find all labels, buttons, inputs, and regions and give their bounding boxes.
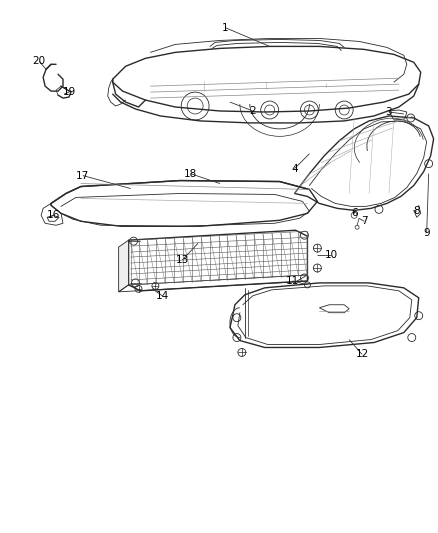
Text: 17: 17 bbox=[76, 171, 89, 181]
Text: 19: 19 bbox=[62, 87, 76, 97]
Text: 11: 11 bbox=[286, 276, 299, 286]
Text: 7: 7 bbox=[361, 216, 367, 227]
Text: 2: 2 bbox=[250, 106, 256, 116]
Text: 3: 3 bbox=[385, 107, 392, 117]
Text: 20: 20 bbox=[32, 56, 46, 66]
Text: 16: 16 bbox=[46, 211, 60, 220]
Text: 6: 6 bbox=[351, 208, 357, 219]
Text: 12: 12 bbox=[356, 350, 369, 359]
Polygon shape bbox=[119, 240, 129, 292]
Text: 13: 13 bbox=[176, 255, 189, 265]
Text: 18: 18 bbox=[184, 168, 197, 179]
Text: 4: 4 bbox=[291, 164, 298, 174]
Text: 9: 9 bbox=[424, 228, 430, 238]
Text: 1: 1 bbox=[222, 22, 228, 33]
Text: 10: 10 bbox=[325, 250, 338, 260]
Text: 8: 8 bbox=[413, 206, 420, 216]
Text: 14: 14 bbox=[156, 291, 169, 301]
